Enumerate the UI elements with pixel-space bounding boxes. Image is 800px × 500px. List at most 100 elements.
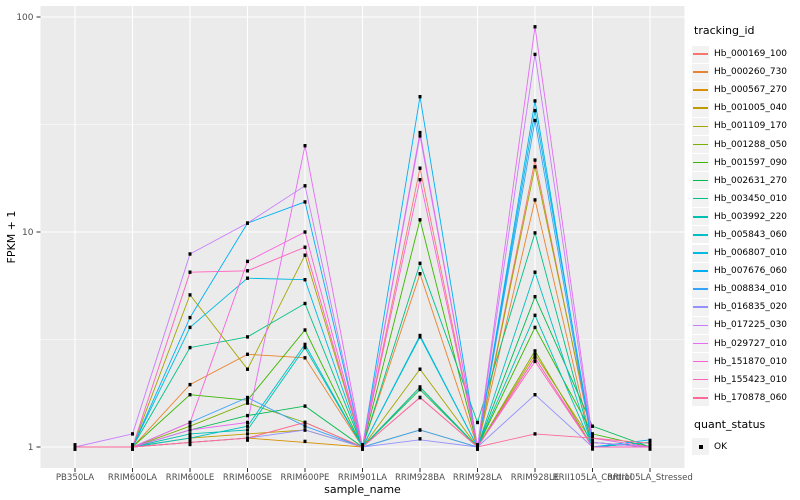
legend-item: Hb_003992_220 — [692, 208, 800, 226]
legend-key-swatch — [692, 81, 709, 99]
legend-item: Hb_002631_270 — [692, 172, 800, 190]
legend-item-label: Hb_005843_060 — [714, 229, 788, 240]
legend-item-label: Hb_007676_060 — [714, 266, 788, 277]
plot-area: 1 10 100 PB350LA RRIM600LA RRIM600LE RRIM600SE… — [5, 6, 693, 496]
legend-key-swatch — [692, 262, 709, 280]
x-tick-label: RRII105LA_Stressed — [607, 473, 693, 483]
x-tick-label: RRIM600LE — [166, 473, 215, 483]
legend-item-label: Hb_002631_270 — [714, 175, 788, 186]
y-tick-labels: 1 10 100 — [16, 13, 33, 453]
legend-key-swatch — [692, 335, 709, 353]
legend-item: Hb_001005_040 — [692, 99, 800, 117]
legend-item-label: Hb_000169_100 — [714, 49, 788, 60]
legend-item: Hb_016835_020 — [692, 298, 800, 316]
legend-item-label: Hb_017225_030 — [714, 320, 788, 331]
legend-item: Hb_007676_060 — [692, 262, 800, 280]
legend-item-label: Hb_151870_010 — [714, 356, 788, 367]
series-color-line-icon — [693, 342, 708, 345]
x-tick-labels: PB350LA RRIM600LA RRIM600LE RRIM600SE RRIM60… — [56, 473, 693, 483]
legend-item: Hb_151870_010 — [692, 353, 800, 371]
x-tick-label: RRIM901LA — [338, 473, 387, 483]
legend-item: Hb_029727_010 — [692, 335, 800, 353]
data-points — [73, 25, 652, 451]
tracking-id-legend-items: Hb_000169_100 Hb_000260_730 Hb_000567_270 H… — [692, 45, 800, 407]
legend-key-swatch — [692, 208, 709, 226]
legend-key-swatch — [692, 45, 709, 63]
x-tick-label: RRIM928BA — [395, 473, 445, 483]
x-tick-label: RRII105LA_Control — [553, 473, 633, 483]
legend-item: Hb_170878_060 — [692, 389, 800, 407]
legend-item: Hb_000260_730 — [692, 63, 800, 81]
quant-status-label: OK — [714, 441, 727, 452]
series-color-line-icon — [693, 125, 708, 128]
series-color-line-icon — [693, 53, 708, 55]
legend-item: Hb_000567_270 — [692, 81, 800, 99]
black-square-icon — [698, 444, 703, 449]
x-tick-label: RRIM600PE — [281, 473, 330, 483]
series-color-line-icon — [693, 89, 708, 91]
legend-item-label: Hb_155423_010 — [714, 374, 788, 385]
quant-status-legend-item: OK — [692, 438, 800, 456]
series-color-line-icon — [693, 324, 708, 327]
y-tick-label: 1 — [28, 443, 34, 453]
legend-item: Hb_006807_010 — [692, 244, 800, 262]
series-color-line-icon — [693, 360, 708, 363]
legend-item: Hb_017225_030 — [692, 316, 800, 334]
series-color-line-icon — [693, 306, 708, 309]
legend-key-swatch — [692, 154, 709, 172]
legend-key-swatch — [692, 99, 709, 117]
legend-key-swatch — [692, 389, 709, 407]
axis-ticks — [36, 16, 651, 472]
legend-item: Hb_001597_090 — [692, 154, 800, 172]
x-axis-title: sample_name — [324, 483, 401, 496]
legend-key-swatch — [692, 298, 709, 316]
legend-key-swatch — [692, 353, 709, 371]
legend-title-tracking-id: tracking_id — [694, 24, 755, 37]
legend-item-label: Hb_003992_220 — [714, 211, 788, 222]
legend-key-swatch — [692, 172, 709, 190]
y-tick-label: 10 — [22, 228, 34, 238]
legend-key-swatch — [692, 226, 709, 244]
x-tick-label: RRIM600LA — [108, 473, 157, 483]
legend-item-label: Hb_000260_730 — [714, 67, 788, 78]
series-color-line-icon — [693, 215, 708, 218]
legend-item-label: Hb_001005_040 — [714, 103, 788, 114]
series-color-line-icon — [693, 179, 708, 182]
series-color-line-icon — [693, 234, 708, 236]
series-color-line-icon — [693, 161, 708, 164]
legend-key-swatch — [692, 117, 709, 135]
quant-status-key — [692, 438, 709, 456]
legend-item: Hb_003450_010 — [692, 190, 800, 208]
series-color-line-icon — [693, 396, 708, 399]
legend-item-label: Hb_008834_010 — [714, 284, 788, 295]
legend-item-label: Hb_001288_050 — [714, 139, 788, 150]
series-color-line-icon — [693, 197, 708, 200]
x-tick-label: PB350LA — [56, 473, 94, 483]
legend-item-label: Hb_001109_170 — [714, 121, 788, 132]
legend-item-label: Hb_016835_020 — [714, 302, 788, 313]
legend-item-label: Hb_003450_010 — [714, 193, 788, 204]
legend-key-swatch — [692, 280, 709, 298]
y-axis-title: FPKM + 1 — [5, 211, 18, 264]
legend-title-quant-status: quant_status — [694, 417, 766, 431]
series-color-line-icon — [693, 107, 708, 110]
legend-item-label: Hb_006807_010 — [714, 248, 788, 259]
legend-item-label: Hb_000567_270 — [714, 85, 788, 96]
series-color-line-icon — [693, 288, 708, 290]
legend-key-swatch — [692, 316, 709, 334]
legend-key-swatch — [692, 371, 709, 389]
series-color-line-icon — [693, 71, 708, 73]
legend-key-swatch — [692, 244, 709, 262]
legend: tracking_id Hb_000169_100 Hb_000260_730 Hb… — [692, 24, 800, 456]
x-tick-label: RRIM928LA — [453, 473, 502, 483]
legend-item: Hb_000169_100 — [692, 45, 800, 63]
legend-item-label: Hb_170878_060 — [714, 392, 788, 403]
y-tick-label: 100 — [16, 13, 33, 23]
legend-item: Hb_008834_010 — [692, 280, 800, 298]
series-color-line-icon — [693, 143, 708, 146]
series-color-line-icon — [693, 378, 708, 381]
legend-key-swatch — [692, 190, 709, 208]
series-color-line-icon — [693, 252, 708, 254]
